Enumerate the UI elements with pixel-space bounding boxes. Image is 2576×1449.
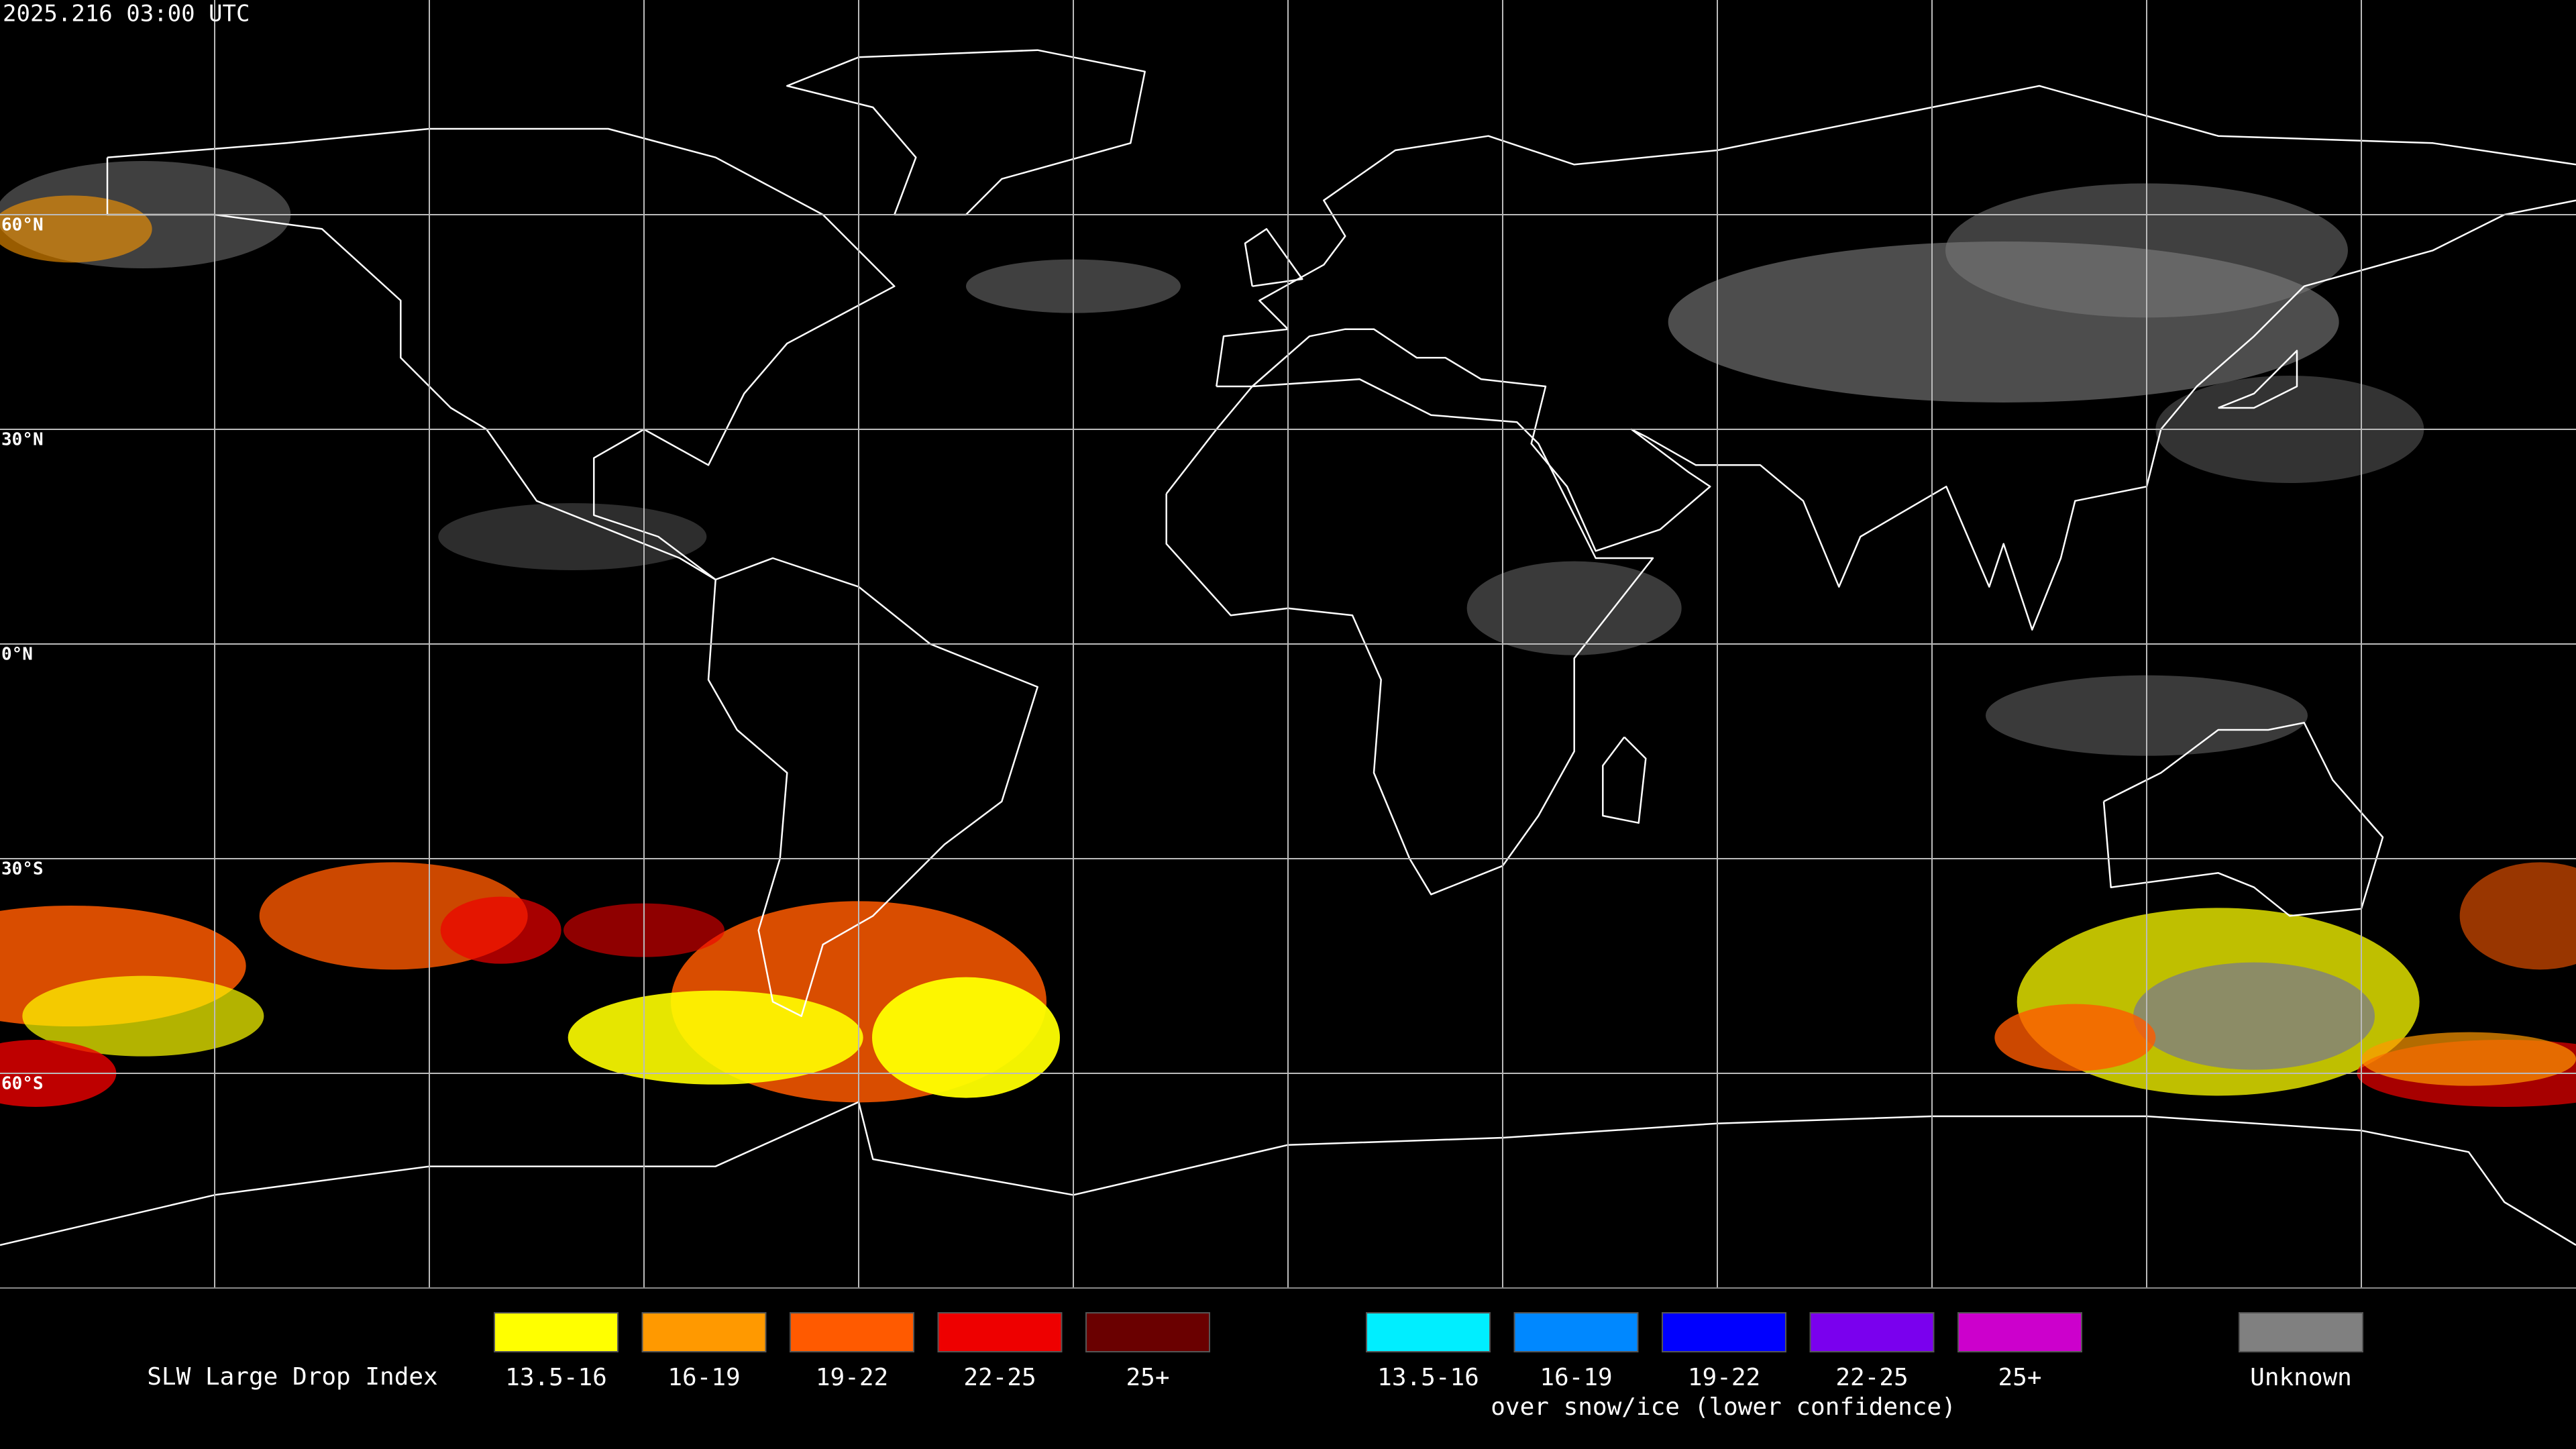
coastline xyxy=(707,557,1038,1017)
legend-swatch xyxy=(1366,1312,1491,1352)
legend-label: Unknown xyxy=(2250,1364,2352,1391)
coastline xyxy=(1216,199,2576,631)
legend-label: 19-22 xyxy=(1688,1364,1760,1391)
weather-layer xyxy=(0,161,2576,1107)
cloud-area xyxy=(1994,1004,2156,1071)
legend-swatch xyxy=(790,1312,914,1352)
cloud-area xyxy=(22,975,264,1057)
cloud-area xyxy=(440,896,561,964)
coastline xyxy=(1602,736,1647,824)
coastlines xyxy=(0,49,2576,1246)
cloud-area xyxy=(0,195,152,263)
legend-swatch xyxy=(1809,1312,1935,1352)
legend-swatch xyxy=(494,1312,619,1352)
cloud-area xyxy=(438,503,707,570)
coastline xyxy=(1165,378,1654,896)
cloud-area xyxy=(1466,561,1682,655)
cloud-area xyxy=(2459,862,2576,970)
timestamp: 2025.216 03:00 UTC xyxy=(3,1,250,28)
cloud-area xyxy=(2361,1032,2576,1086)
graticule: 60°N 30°N 0°N 30°S 60°S xyxy=(0,0,2576,1288)
legend-label: 22-25 xyxy=(1835,1364,1908,1391)
legend-label: 16-19 xyxy=(667,1364,740,1391)
coastline xyxy=(2218,350,2298,409)
legend-title: SLW Large Drop Index xyxy=(147,1363,437,1391)
legend-swatch xyxy=(641,1312,767,1352)
cloud-area xyxy=(2133,962,2375,1070)
latitude-label: 60°S xyxy=(1,1074,44,1094)
legend-label: 16-19 xyxy=(1540,1364,1612,1391)
legend-swatch xyxy=(1662,1312,1786,1352)
snow-caption: over snow/ice (lower confidence) xyxy=(1491,1393,1956,1421)
legend-swatch xyxy=(937,1312,1063,1352)
legend-label: 19-22 xyxy=(816,1364,888,1391)
legend-label: 13.5-16 xyxy=(1377,1364,1479,1391)
coastline xyxy=(1244,228,1303,287)
latitude-label: 0°N xyxy=(1,645,33,665)
latitude-label: 30°S xyxy=(1,859,44,879)
coastline xyxy=(0,1101,2576,1246)
latitude-label: 60°N xyxy=(1,215,44,235)
coastline xyxy=(786,49,1146,216)
cloud-area xyxy=(568,990,863,1085)
legend: 13.5-16 16-19 19-22 22-25 25+ 13.5-16 16-19 19-… xyxy=(494,1312,2363,1391)
legend-label: 22-25 xyxy=(963,1364,1036,1391)
legend-label: 25+ xyxy=(1126,1364,1169,1391)
cloud-area xyxy=(872,977,1060,1098)
latitude-label: 30°N xyxy=(1,430,44,450)
legend-swatch xyxy=(1957,1312,2082,1352)
coastline xyxy=(2102,722,2384,917)
legend-swatch xyxy=(2239,1312,2363,1352)
legend-swatch xyxy=(1085,1312,1210,1352)
coastline xyxy=(1216,85,2576,387)
legend-label: 25+ xyxy=(1998,1364,2041,1391)
legend-swatch xyxy=(1513,1312,1639,1352)
legend-label: 13.5-16 xyxy=(505,1364,607,1391)
coastline xyxy=(106,127,896,581)
